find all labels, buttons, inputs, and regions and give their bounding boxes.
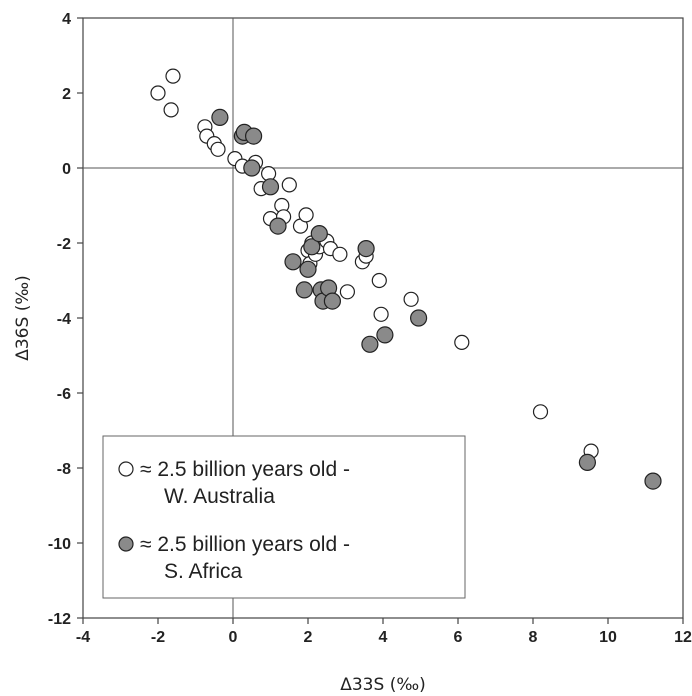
data-point-w-australia (163, 102, 179, 118)
data-point-s-africa (357, 240, 375, 258)
data-point-s-africa (376, 326, 394, 344)
y-tick-label: 4 (62, 11, 71, 28)
data-point-s-africa (243, 159, 261, 177)
data-point-s-africa (299, 260, 317, 278)
data-point-w-australia (373, 306, 389, 322)
data-point-s-africa (578, 453, 597, 471)
data-point-w-australia (281, 177, 297, 193)
x-tick-label: -2 (151, 629, 165, 646)
legend: ≈ 2.5 billion years old - W. Australia ≈… (102, 435, 466, 599)
data-point-s-africa (310, 225, 328, 243)
data-point-w-australia (210, 141, 226, 157)
y-tick-label: -6 (57, 386, 71, 403)
data-point-w-australia (403, 291, 419, 307)
series-s-africa (211, 108, 662, 490)
data-point-w-australia (150, 85, 166, 101)
data-point-s-africa (245, 127, 263, 145)
data-point-w-australia (532, 404, 549, 420)
data-point-s-africa (295, 281, 313, 299)
x-tick-label: 2 (304, 629, 313, 646)
data-point-s-africa (284, 253, 302, 271)
data-point-w-australia (339, 284, 355, 300)
legend-label-s-africa-line2: S. Africa (164, 560, 243, 583)
data-point-s-africa (303, 238, 321, 256)
y-axis-title: Δ36S (‰) (13, 275, 33, 361)
data-point-s-africa (323, 292, 341, 310)
y-tick-label: -8 (57, 461, 71, 478)
data-point-s-africa (211, 108, 229, 127)
x-tick-label: 8 (529, 629, 538, 646)
y-tick-label: -2 (57, 236, 71, 253)
data-point-s-africa (269, 217, 287, 235)
axis-ticks: -4 -2 0 2 4 6 8 10 12 4 2 0 -2 -4 -6 -8 -10 -12 (48, 11, 692, 646)
x-tick-label: 12 (674, 629, 692, 646)
data-point-w-australia (454, 334, 470, 350)
data-point-w-australia (165, 68, 181, 84)
data-point-w-australia (371, 272, 387, 289)
legend-marker-w-australia (118, 461, 134, 477)
data-point-s-africa (410, 309, 428, 327)
legend-box (102, 435, 466, 599)
y-tick-label: -10 (48, 536, 71, 553)
data-point-s-africa (361, 335, 379, 353)
y-tick-label: -4 (57, 311, 71, 328)
x-tick-label: 0 (229, 629, 238, 646)
legend-label-w-australia-line2: W. Australia (164, 485, 275, 508)
y-tick-label: 2 (62, 86, 71, 103)
data-point-w-australia (298, 207, 314, 223)
x-tick-label: -4 (76, 629, 90, 646)
legend-marker-s-africa (118, 536, 134, 552)
legend-label-w-australia-line1: ≈ 2.5 billion years old - (140, 458, 350, 481)
data-point-s-africa (261, 178, 280, 196)
x-tick-label: 10 (599, 629, 617, 646)
legend-label-s-africa-line1: ≈ 2.5 billion years old - (140, 533, 350, 556)
y-tick-label: 0 (62, 161, 71, 178)
x-tick-label: 6 (454, 629, 463, 646)
x-axis-title: Δ33S (‰) (340, 675, 426, 695)
x-tick-label: 4 (379, 629, 388, 646)
data-point-w-australia (332, 246, 348, 262)
data-points (150, 68, 662, 490)
data-point-s-africa (644, 472, 662, 490)
y-tick-label: -12 (48, 611, 71, 628)
